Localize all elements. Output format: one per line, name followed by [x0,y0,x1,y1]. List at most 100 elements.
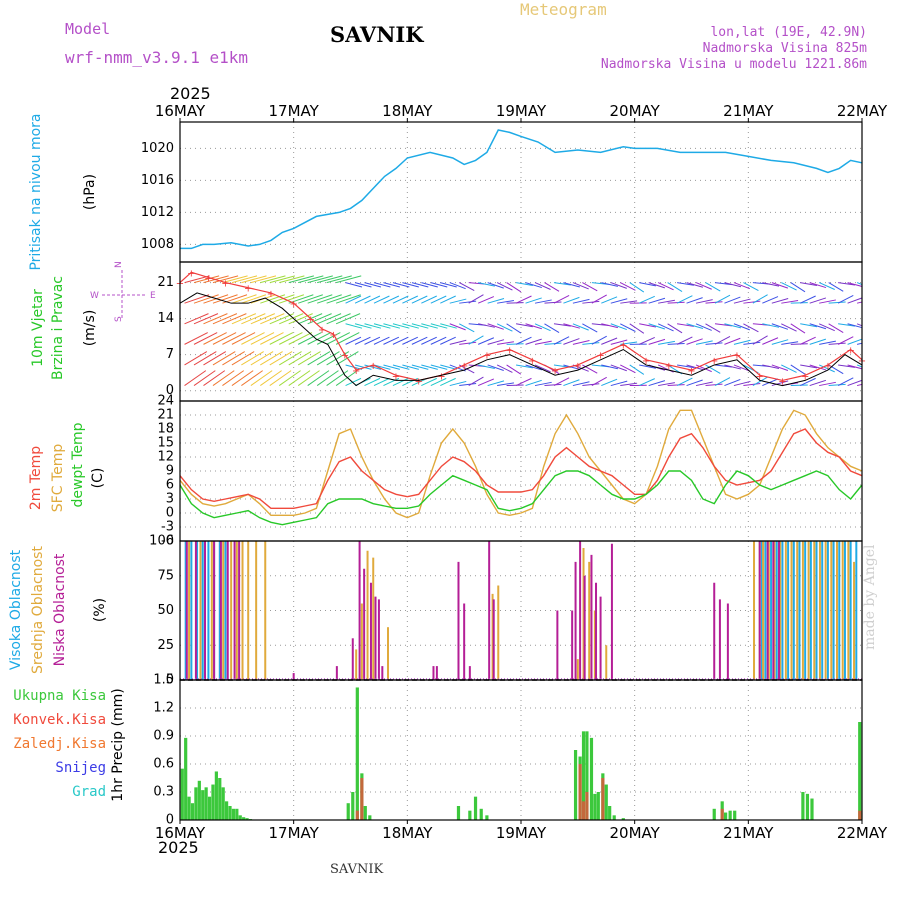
wind-arrow [374,283,390,287]
cloud-unit-label: (%) [92,598,108,622]
wind-arrow [412,283,428,287]
legend-snijeg: Snijeg [55,760,106,776]
precip-total-bar [590,738,593,820]
ytick-wind: 7 [166,347,174,362]
ytick-temperature: 12 [157,450,174,465]
wind-arrow [213,371,234,386]
wind-arrow [421,337,436,344]
precip-total-bar [356,687,359,820]
wind-arrow [668,324,682,333]
wind-gust-marker: + [289,299,297,310]
temp-unit-label: (C) [90,468,106,489]
wind-arrow [355,296,370,303]
wind-arrow [383,324,399,328]
wind-arrow [829,343,846,344]
wind-arrow [232,333,255,345]
wind-arrow [222,371,243,386]
wind-arrow [402,283,418,287]
precip-total-bar [485,815,488,820]
legend-grad: Grad [72,784,106,800]
wind-arrow [668,302,685,303]
wind-gust-marker: + [204,273,212,284]
wind-gust-marker: + [244,284,252,295]
xtick-top: 21MAY [723,102,774,120]
ytick-wind: 14 [157,311,174,326]
precip-axis-label: 1hr Precip (mm) [110,688,126,801]
wind-gust-marker: + [352,366,360,377]
compass-e: E [150,291,156,301]
wind-arrow [365,324,381,328]
wind-arrow [402,337,417,344]
wind-arrow [668,343,685,344]
precip-total-bar [235,809,238,820]
model-elevation-label: Nadmorska Visina u modelu 1221.86m [601,57,867,72]
wind-arrow [402,324,418,328]
wind-arrow [270,333,293,345]
wind-arrow [829,324,844,333]
wind-arrow [374,378,389,385]
precip-total-bar [597,792,600,820]
ytick-clouds: 75 [157,568,174,583]
wind-arrow [232,352,254,365]
precip-total-bar [218,778,221,820]
wind-arrow [355,283,371,287]
ytick-pressure: 1008 [141,237,174,252]
xtick-top: 22MAY [837,102,888,120]
precip-total-bar [801,792,804,820]
wind-arrow [857,382,874,386]
ytick-temperature: 0 [166,506,174,521]
temp-dewpt-axis-label: dewpt Temp [70,422,86,507]
wind-arrow [582,343,599,345]
precip-total-bar [222,787,225,820]
wind-arrow [355,324,371,328]
precip-total-bar [198,781,201,820]
xtick-bottom: 19MAY [496,824,547,842]
wind-arrow [355,337,370,344]
wind-axis-label: 10m Vjetar [30,289,46,367]
precip-total-bar [181,769,184,820]
wind-arrow [213,352,235,365]
year-top: 2025 [170,84,211,103]
precip-total-bar [474,797,477,820]
wind-arrow [289,352,311,365]
wind-arrow [507,303,524,304]
wind-arrow [421,283,437,287]
wind-arrow [185,371,206,386]
wind-arrow [393,337,408,344]
precip-total-bar [194,787,197,820]
wind-arrow [743,342,760,344]
wind-gust-marker: + [846,346,854,357]
wind-arrow [829,384,846,385]
credit-watermark: made by Angel [862,545,878,651]
wind-gust-marker: + [341,351,349,362]
wind-arrow [279,333,302,345]
wind-arrow [365,337,380,344]
ytick-precip: 1.2 [153,701,174,716]
wind-arrow [582,384,599,386]
wind-arrow [393,324,409,328]
ytick-temperature: 24 [157,394,174,409]
ytick-clouds: 50 [157,603,174,618]
wind-arrow [317,371,338,386]
wind-arrow [706,283,721,292]
wind-arrow [668,385,685,386]
precip-total-bar [810,799,813,820]
lonlat-label: lon,lat (19E, 42.9N) [710,25,867,40]
wind-arrow [222,333,245,345]
temp-2m-axis-label: 2m Temp [28,446,44,510]
wind-arrow [791,385,808,386]
wind-arrow [706,343,723,344]
precip-total-bar [225,801,228,820]
precip-conv-bar [585,792,588,820]
wind-arrow [251,371,272,386]
wind-gust-marker: + [221,279,229,290]
wind-arrow [743,301,760,303]
xtick-bottom: 22MAY [837,824,888,842]
wind-arrow [668,283,682,292]
wind-arrow [374,324,390,328]
precip-total-bar [184,738,187,820]
wind-gust-marker: + [267,289,275,300]
year-bottom: 2025 [158,838,199,857]
wind-arrows [185,276,874,386]
